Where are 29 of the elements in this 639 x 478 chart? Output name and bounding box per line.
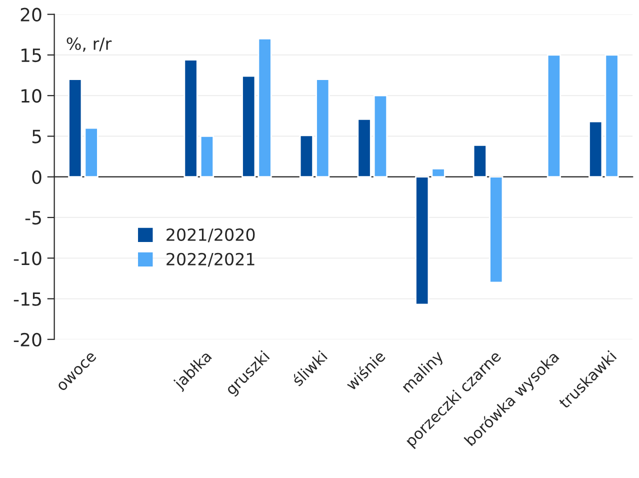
y-tick-label: 10: [22, 89, 42, 103]
bar: [258, 38, 272, 178]
bar: [604, 54, 619, 178]
y-tick-label: 20: [20, 8, 42, 22]
y-tick-label: -15: [14, 292, 41, 306]
y-tick-label: 15: [22, 48, 41, 62]
bar: [472, 144, 487, 178]
legend-label: 2022/2021: [166, 252, 254, 267]
y-tick-label: 0: [32, 170, 42, 184]
bar: [357, 118, 372, 178]
bar: [431, 168, 446, 178]
y-tick-label: -10: [14, 252, 42, 266]
y-tick-label: -20: [14, 332, 42, 346]
bar: [84, 127, 98, 178]
bar: [489, 176, 504, 284]
bar: [546, 54, 562, 178]
bar: [184, 59, 198, 178]
bar: [415, 176, 430, 306]
bar: [588, 120, 603, 178]
bar: [299, 134, 314, 178]
bar: [242, 75, 256, 178]
y-tick-label: -5: [25, 211, 41, 225]
annotation: %, r/r: [66, 37, 112, 52]
legend-label: 2021/2020: [166, 228, 255, 242]
y-tick-label: 5: [32, 130, 41, 144]
bar: [200, 136, 214, 178]
bar: [68, 78, 82, 178]
bar: [316, 78, 330, 178]
bar: [373, 94, 388, 178]
